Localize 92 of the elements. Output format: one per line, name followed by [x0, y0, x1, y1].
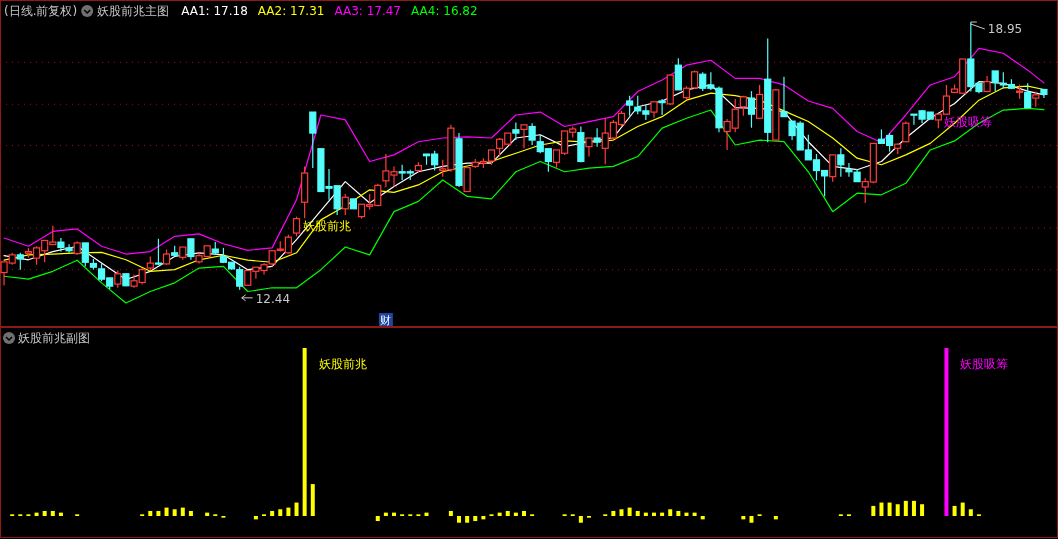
annotation: 18.95: [987, 22, 1023, 36]
chart-title: 妖股前兆副图: [18, 331, 90, 345]
candlestick: [585, 137, 593, 158]
bar: [164, 507, 169, 516]
candlestick: [756, 84, 764, 120]
bar: [692, 512, 697, 516]
bar: [684, 512, 689, 516]
candlestick: [658, 98, 666, 116]
bar: [960, 502, 965, 516]
candlestick: [463, 167, 471, 193]
bar: [278, 509, 283, 516]
candlestick: [528, 122, 536, 146]
bar: [58, 512, 63, 516]
bar: [578, 516, 583, 523]
text: 12.44: [255, 291, 291, 306]
bar: [310, 484, 315, 516]
candlestick: [747, 90, 756, 129]
bar: [481, 516, 486, 520]
bar: [773, 516, 778, 520]
bar: [741, 516, 746, 520]
bar: [676, 510, 681, 516]
candlestick: [626, 95, 634, 117]
candlestick: [309, 111, 317, 169]
candlestick: [292, 216, 301, 237]
candlestick: [991, 70, 999, 92]
bar: [920, 504, 925, 516]
bar: [253, 516, 258, 520]
bar: [749, 516, 754, 523]
bar: [286, 507, 291, 516]
bar: [651, 512, 656, 516]
bar: [383, 512, 388, 516]
bar: [522, 510, 526, 516]
bar: [611, 510, 616, 516]
bar: [895, 504, 900, 516]
bar: [302, 348, 307, 516]
bar: [457, 516, 462, 523]
bar: [952, 505, 957, 516]
candlestick: [512, 121, 520, 141]
text: AA2: 17.31: [257, 4, 325, 18]
annotation: 妖股吸筹: [944, 115, 993, 130]
bar: [42, 510, 47, 516]
bar: [903, 500, 908, 516]
text: AA4: 16.82: [411, 4, 478, 18]
bar: [513, 512, 518, 516]
bar: [643, 512, 648, 516]
bar: [879, 502, 884, 516]
bar: [505, 510, 510, 516]
bar: [50, 510, 55, 516]
bar: [448, 510, 453, 516]
bar: [668, 509, 673, 516]
bar: [871, 505, 876, 516]
candlestick: [81, 242, 89, 267]
bar: [944, 348, 949, 516]
candlestick: [520, 124, 528, 149]
bar: [34, 512, 39, 516]
bar: [270, 510, 275, 516]
candlestick: [593, 127, 601, 148]
bar: [911, 500, 916, 516]
candlestick: [780, 76, 788, 118]
bar: [635, 510, 640, 516]
bar: [887, 502, 892, 516]
candlestick: [829, 154, 837, 183]
chart-subtitle: 妖股前兆主图: [97, 4, 170, 18]
text: AA1: 17.18: [181, 4, 248, 18]
candlestick: [154, 238, 163, 266]
bar: [188, 510, 193, 516]
bar: [497, 512, 502, 516]
bar: [375, 516, 380, 522]
bar: [619, 509, 624, 516]
candlestick: [187, 238, 195, 261]
bar: [700, 516, 705, 520]
bar: [294, 502, 299, 516]
annotation: 妖股吸筹: [960, 357, 1009, 371]
text: AA3: 17.47: [334, 4, 402, 18]
candlestick: [1024, 82, 1032, 109]
bar: [968, 509, 973, 516]
bar: [627, 507, 632, 516]
annotation: 妖股前兆: [318, 357, 367, 371]
bar: [465, 516, 470, 523]
bar: [148, 510, 153, 516]
candlestick: [837, 147, 845, 178]
candlestick: [845, 162, 853, 178]
candlestick: [341, 193, 349, 216]
chart-title: (日线.前复权): [4, 4, 78, 18]
bar: [180, 507, 185, 516]
bar: [660, 512, 665, 516]
bar: [392, 512, 397, 516]
bar: [156, 510, 161, 516]
bar: [205, 512, 210, 516]
bar: [473, 516, 478, 522]
bar: [172, 509, 177, 516]
bar: [424, 512, 429, 516]
